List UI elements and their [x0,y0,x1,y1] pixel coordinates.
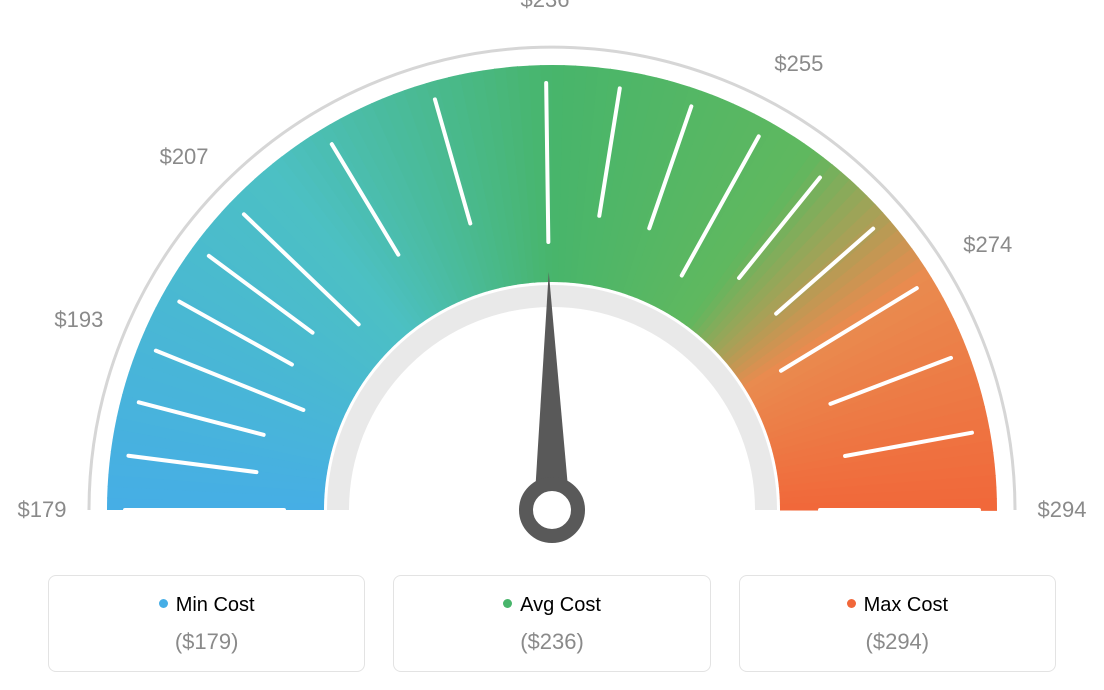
legend-title-min: Min Cost [59,594,354,617]
gauge-tick-label: $274 [963,232,1012,258]
gauge-tick-label: $255 [774,51,823,77]
legend-card-min: Min Cost ($179) [48,575,365,672]
legend-label-max: Max Cost [864,594,948,616]
legend-label-min: Min Cost [176,594,255,616]
dot-icon [503,599,512,608]
legend-value-max: ($294) [750,629,1045,655]
legend-title-avg: Avg Cost [404,594,699,617]
gauge-chart: $179 $193 $207 $236 $255 $274 $294 [0,0,1104,560]
legend-value-min: ($179) [59,629,354,655]
gauge-tick-label: $193 [54,307,103,333]
gauge-tick-label: $236 [521,0,570,13]
legend-value-avg: ($236) [404,629,699,655]
legend-title-max: Max Cost [750,594,1045,617]
gauge-tick-label: $179 [18,497,67,523]
gauge-tick-label: $294 [1038,497,1087,523]
legend-label-avg: Avg Cost [520,594,601,616]
gauge-tick-label: $207 [160,144,209,170]
gauge-svg [0,0,1104,560]
dot-icon [159,599,168,608]
legend-row: Min Cost ($179) Avg Cost ($236) Max Cost… [48,575,1056,672]
legend-card-avg: Avg Cost ($236) [393,575,710,672]
dot-icon [847,599,856,608]
legend-card-max: Max Cost ($294) [739,575,1056,672]
